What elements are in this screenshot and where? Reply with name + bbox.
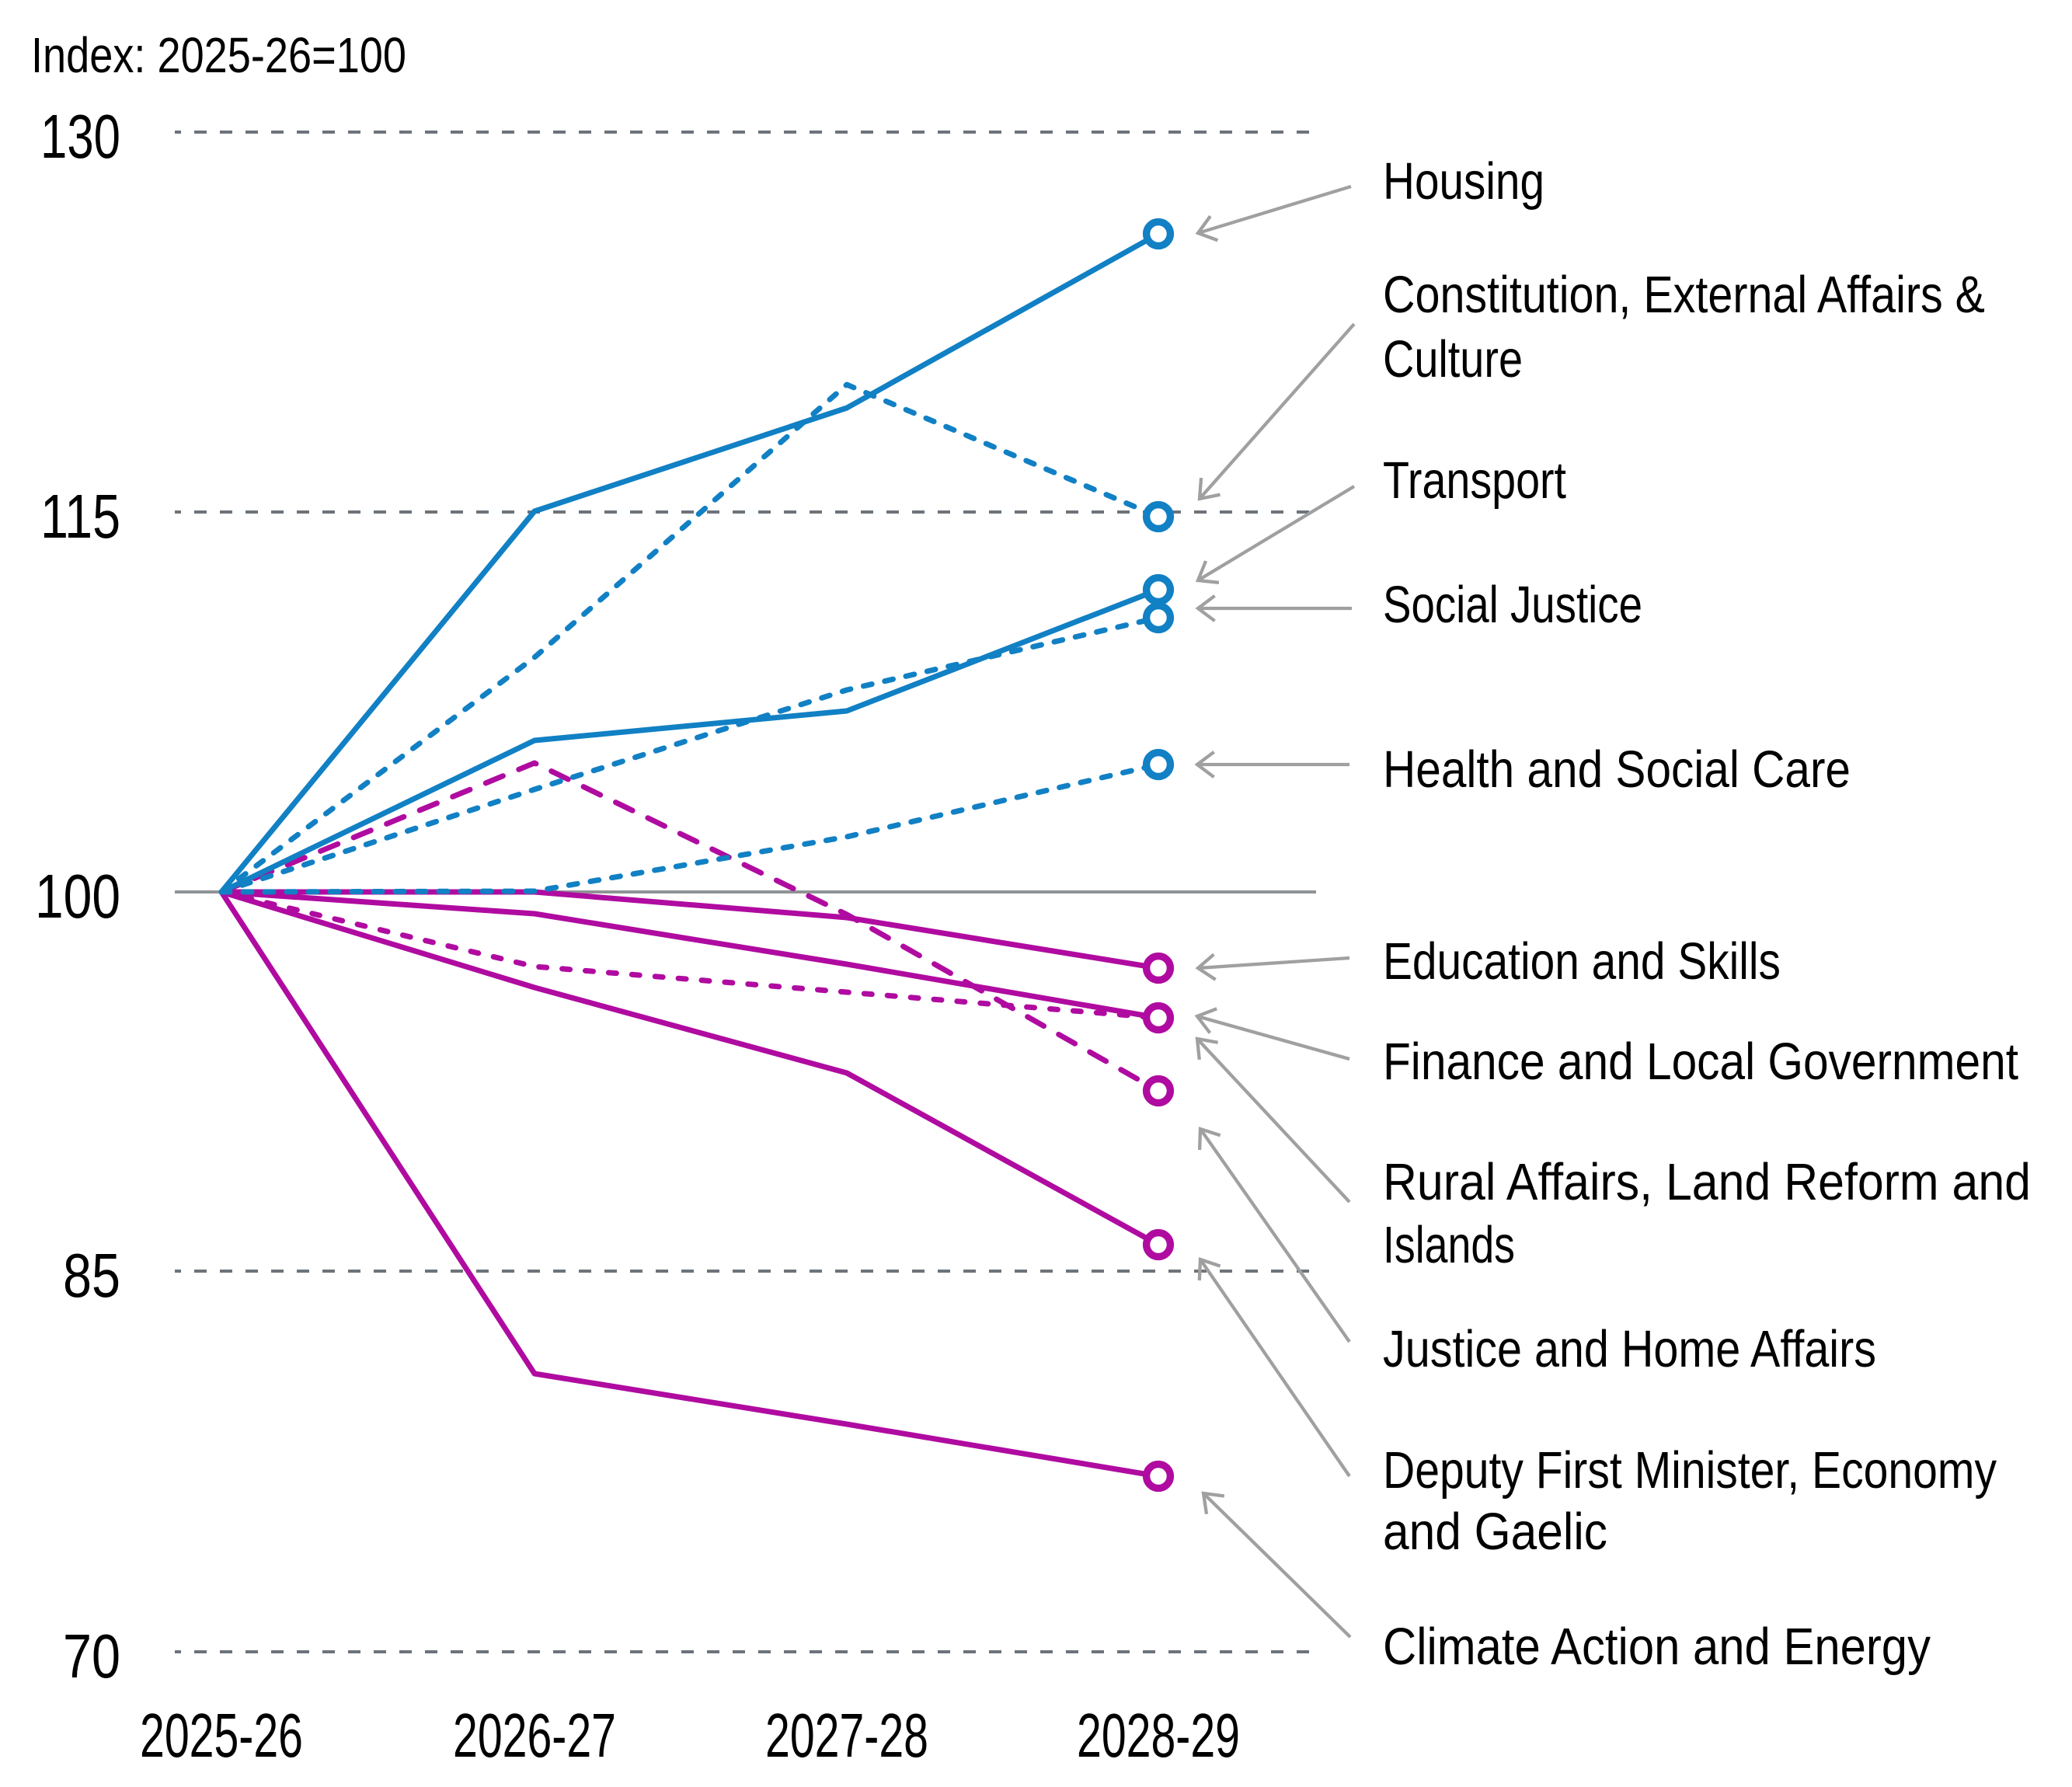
- svg-text:100: 100: [35, 862, 120, 931]
- svg-text:Deputy First Minister, Economy: Deputy First Minister, Economy: [1383, 1441, 1997, 1500]
- svg-text:70: 70: [63, 1622, 120, 1691]
- svg-text:115: 115: [40, 482, 120, 551]
- svg-text:85: 85: [63, 1241, 120, 1310]
- svg-text:2027-28: 2027-28: [765, 1701, 928, 1770]
- svg-text:130: 130: [40, 102, 120, 171]
- svg-text:Index: 2025-26=100: Index: 2025-26=100: [31, 27, 406, 83]
- svg-text:2026-27: 2026-27: [453, 1701, 616, 1770]
- svg-text:Education and Skills: Education and Skills: [1383, 932, 1781, 991]
- svg-text:and Gaelic: and Gaelic: [1383, 1503, 1607, 1561]
- svg-text:Justice and Home Affairs: Justice and Home Affairs: [1383, 1320, 1876, 1378]
- svg-text:Housing: Housing: [1383, 152, 1544, 211]
- svg-text:Transport: Transport: [1383, 451, 1566, 510]
- svg-text:2028-29: 2028-29: [1077, 1701, 1240, 1770]
- svg-text:Social Justice: Social Justice: [1383, 576, 1642, 634]
- svg-text:2025-26: 2025-26: [140, 1701, 303, 1770]
- svg-text:Health and Social Care: Health and Social Care: [1383, 740, 1851, 799]
- svg-text:Climate Action and Energy: Climate Action and Energy: [1383, 1618, 1931, 1676]
- svg-text:Islands: Islands: [1383, 1216, 1515, 1274]
- svg-text:Finance and Local Government: Finance and Local Government: [1383, 1033, 2018, 1091]
- svg-text:Culture: Culture: [1383, 330, 1523, 388]
- svg-text:Rural Affairs, Land Reform and: Rural Affairs, Land Reform and: [1383, 1153, 2031, 1211]
- svg-text:Constitution, External Affairs: Constitution, External Affairs &: [1383, 266, 1985, 324]
